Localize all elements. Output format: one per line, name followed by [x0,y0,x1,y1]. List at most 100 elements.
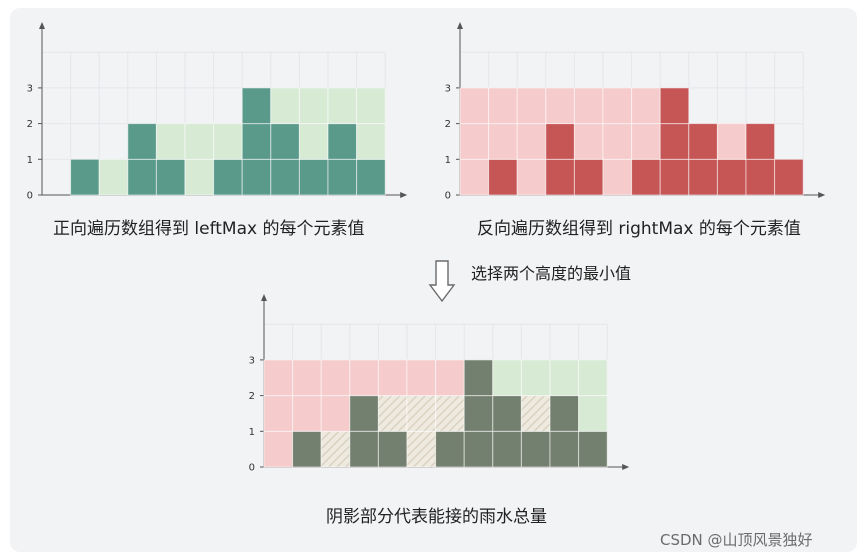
bar-cell [573,158,604,196]
bar-cell [745,123,776,160]
bar-cell [270,158,300,196]
bar-cell [127,123,157,160]
leftmax-cell [155,123,186,160]
y-tick-label: 1 [445,155,451,166]
bar-cell [349,430,379,468]
x-axis-arrow-icon [400,192,408,198]
rightmax-only-cell [435,359,465,397]
bar-cell [688,123,718,160]
leftmax-cell [356,87,386,125]
bar-cell [688,158,718,196]
rightmax-cell [573,123,604,160]
leftmax-only-cell [492,359,522,397]
rightmax-cell [488,123,518,160]
bar-cell [70,158,100,196]
leftmax-cell [184,158,215,196]
bar-cell [463,359,494,397]
bar-cell [213,158,243,196]
bar-cell [578,430,608,468]
bar-cell [241,87,272,125]
bar-cell [356,158,386,196]
y-tick-label: 2 [445,119,451,130]
y-tick-label: 0 [27,191,33,202]
leftmax-only-cell [520,359,551,397]
caption-leftmax: 正向遍历数组得到 leftMax 的每个元素值 [53,219,365,239]
bar-cell [327,123,358,160]
bar-cell [545,158,575,196]
bar-cell [631,158,661,196]
rightmax-only-cell [292,359,322,397]
water-cell [406,395,437,432]
rightmax-cell [602,87,633,125]
bar-cell [241,123,272,160]
rightmax-only-cell [349,359,379,397]
bar-cell [270,123,300,160]
bar-cell [435,430,465,468]
rightmax-cell [716,123,747,160]
y-tick-label: 0 [249,463,255,474]
y-tick-label: 3 [27,83,33,94]
rightmax-only-cell [263,359,294,397]
y-tick-label: 2 [27,119,33,130]
caption-select-min: 选择两个高度的最小值 [471,264,632,283]
bar-cell [520,430,551,468]
rightmax-cell [459,87,490,125]
bar-cell [463,430,494,468]
bar-cell [774,158,804,196]
rightmax-only-cell [292,395,322,432]
bar-cell [716,158,747,196]
leftmax-cell [356,123,386,160]
leftmax-cell [213,123,243,160]
rightmax-cell [631,87,661,125]
leftmax-cell [98,158,129,196]
x-axis-arrow-icon [818,192,826,198]
bar-cell [745,158,776,196]
bar-cell [463,395,494,432]
rightmax-only-cell [406,359,437,397]
bar-cell [659,87,690,125]
bar-cell [492,395,522,432]
rightmax-cell [459,123,490,160]
water-cell [377,395,408,432]
rightmax-cell [631,123,661,160]
caption-rightmax: 反向遍历数组得到 rightMax 的每个元素值 [477,219,801,239]
bar-cell [549,395,580,432]
bar-cell [488,158,518,196]
bar-cell [492,430,522,468]
x-axis-arrow-icon [622,464,630,470]
rightmax-cell [516,158,547,196]
y-tick-label: 3 [445,83,451,94]
bar-cell [127,158,157,196]
rightmax-cell [602,158,633,196]
leftmax-only-cell [578,359,608,397]
y-axis-arrow-icon [457,22,463,29]
y-tick-label: 2 [249,391,255,402]
bar-cell [292,430,322,468]
bar-cell [298,158,329,196]
y-tick-label: 1 [249,427,255,438]
rightmax-cell [459,158,490,196]
bar-cell [659,158,690,196]
y-tick-label: 3 [249,355,255,366]
leftmax-only-cell [549,359,580,397]
y-tick-label: 0 [445,191,451,202]
rightmax-only-cell [320,395,351,432]
rightmax-only-cell [320,359,351,397]
bar-cell [327,158,358,196]
rightmax-cell [573,87,604,125]
leftmax-cell [298,123,329,160]
leftmax-cell [184,123,215,160]
water-cell [520,395,551,432]
water-cell [435,395,465,432]
y-tick-label: 1 [27,155,33,166]
chart-leftmax: 0 1 2 3 [27,22,408,202]
leftmax-cell [270,87,300,125]
water-cell [406,430,437,468]
chart-rightmax: 0 1 2 3 [445,22,826,202]
rightmax-cell [516,87,547,125]
rightmax-cell [488,87,518,125]
bar-cell [377,430,408,468]
rightmax-cell [545,87,575,125]
leftmax-cell [327,87,358,125]
watermark-text: CSDN @山顶风景独好 [660,531,813,549]
